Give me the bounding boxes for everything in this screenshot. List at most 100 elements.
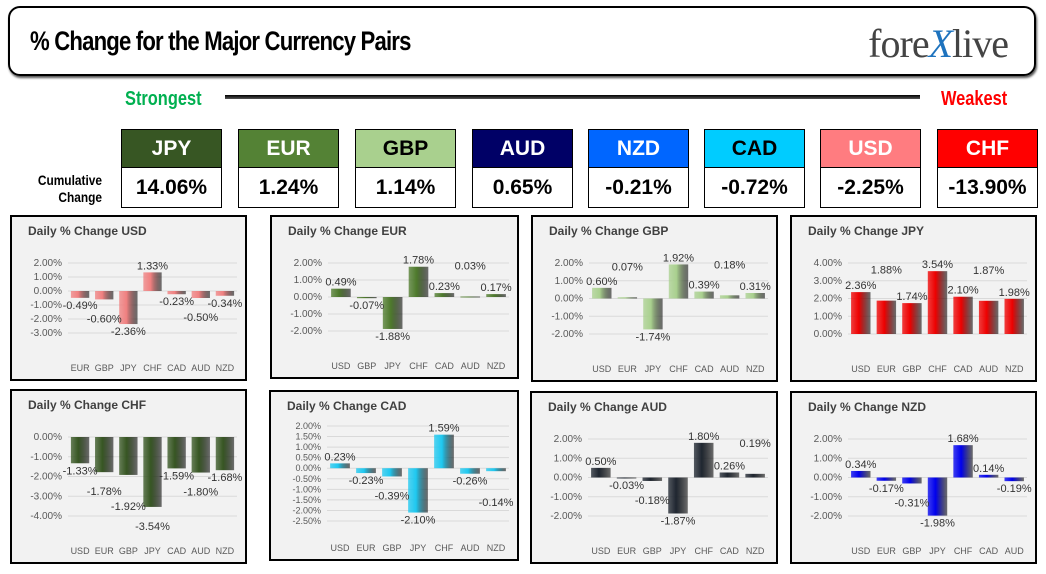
data-label: 0.23% (429, 281, 460, 293)
bar (382, 468, 402, 477)
data-label: 0.60% (586, 276, 617, 288)
cumulative-value: -0.72% (705, 168, 804, 207)
bar (70, 437, 90, 464)
y-tick-label: 0.00% (34, 432, 62, 443)
data-label: 0.07% (612, 261, 643, 273)
x-tick-label: USD (851, 546, 871, 556)
data-label: 1.80% (688, 431, 719, 443)
y-tick-label: 1.00% (814, 453, 842, 464)
data-label: -1.68% (207, 472, 242, 484)
x-tick-label: JPY (410, 543, 427, 553)
data-label: -3.54% (135, 521, 170, 533)
x-tick-label: AUD (460, 543, 480, 553)
chart-panel-aud: Daily % Change AUD -2.00% -1.00% 0.00% 1.00%… (530, 391, 778, 564)
x-tick-label: JPY (670, 546, 687, 556)
bar-chart: -4.00% -3.00% -2.00% -1.00% 0.00% USD EUR GBP JP… (30, 432, 242, 556)
y-tick-label: 4.00% (814, 258, 842, 269)
currency-box-usd: USD -2.25% (820, 129, 921, 208)
currency-box-chf: CHF -13.90% (937, 129, 1038, 208)
currency-box-cad: CAD -0.72% (704, 129, 805, 208)
x-tick-label: AUD (191, 546, 211, 556)
bar (693, 442, 714, 478)
x-tick-label: USD (592, 364, 612, 374)
x-tick-label: EUR (356, 543, 376, 553)
bar (953, 445, 973, 478)
currency-box-gbp: GBP 1.14% (355, 129, 456, 208)
bar (902, 303, 922, 334)
data-label: -2.10% (401, 515, 436, 527)
x-tick-label: EUR (71, 363, 91, 373)
data-label: 1.68% (947, 433, 978, 445)
bar-chart: -2.00% -1.00% 0.00% 1.00% 2.00% USD EUR JPY CHF C… (551, 252, 771, 374)
bar (119, 291, 138, 325)
bar (694, 291, 714, 299)
bar (330, 463, 350, 469)
y-tick-label: -1.50% (292, 495, 321, 505)
bar (486, 468, 506, 472)
y-tick-label: -1.00% (290, 309, 322, 320)
bar (408, 266, 429, 297)
cumulative-value: -13.90% (938, 168, 1037, 207)
data-label: 1.78% (403, 255, 434, 267)
chart-panel-nzd: Daily % Change NZD -2.00% -1.00% 0.00% 1.00%… (790, 391, 1037, 564)
strongest-label: Strongest (125, 88, 202, 110)
bar-chart: 0.00% 1.00% 2.00% 3.00% 4.00% USD EUR GBP CHF CAD… (814, 258, 1030, 374)
x-tick-label: CHF (669, 364, 688, 374)
x-tick-label: AUD (461, 361, 481, 371)
bar (408, 468, 428, 513)
chart-title: Daily % Change CAD (287, 399, 407, 413)
bar (668, 264, 689, 299)
cumulative-value: 0.65% (473, 168, 572, 207)
data-label: -2.36% (111, 326, 146, 338)
bar (331, 288, 351, 297)
x-tick-label: CHF (409, 361, 428, 371)
currency-box-nzd: NZD -0.21% (588, 129, 689, 208)
bar (143, 272, 162, 291)
bar-chart: -2.00% -1.00% 0.00% 1.00% 2.00% USD EUR GBP JPY C… (810, 433, 1032, 556)
data-label: 0.18% (714, 259, 745, 271)
data-label: 0.14% (973, 463, 1004, 475)
y-tick-label: -2.00% (810, 511, 842, 522)
x-tick-label: GBP (119, 546, 138, 556)
chart-title: Daily % Change CHF (28, 398, 147, 412)
chart-title: Daily % Change EUR (288, 224, 407, 238)
data-label: 2.36% (845, 280, 876, 292)
x-tick-label: GBP (902, 546, 921, 556)
bar (851, 292, 871, 334)
data-label: 1.88% (871, 265, 902, 277)
bar (617, 297, 638, 299)
chart-panel-jpy: Daily % Change JPY 0.00% 1.00% 2.00% 3.00% 4.… (790, 215, 1037, 382)
chart-title: Daily % Change JPY (808, 224, 925, 238)
bar (1004, 298, 1024, 334)
data-label: 0.26% (714, 460, 745, 472)
strength-scale-line (225, 95, 920, 99)
data-label: -0.17% (869, 483, 904, 495)
bar (215, 291, 235, 296)
y-tick-label: -1.00% (30, 300, 62, 311)
x-tick-label: EUR (877, 546, 897, 556)
bar (167, 291, 186, 295)
x-tick-label: JPY (929, 546, 946, 556)
x-tick-label: USD (331, 361, 351, 371)
x-tick-label: CHF (954, 546, 973, 556)
cumulative-value: 1.24% (239, 168, 338, 207)
x-tick-label: CAD (720, 546, 740, 556)
y-tick-label: -3.00% (30, 328, 62, 339)
currency-code: CHF (938, 130, 1037, 168)
data-label: 1.59% (428, 423, 459, 435)
bar-chart: -3.00% -2.00% -1.00% 0.00% 1.00% 2.00% EUR GBP J… (30, 258, 242, 373)
x-tick-label: CHF (435, 543, 454, 553)
x-tick-label: CAD (954, 364, 974, 374)
x-tick-label: USD (851, 364, 871, 374)
bar (70, 291, 90, 298)
x-tick-label: NZD (746, 364, 765, 374)
bar (876, 300, 897, 334)
bar (927, 477, 948, 516)
x-tick-label: CAD (167, 546, 187, 556)
bar (978, 300, 999, 334)
chart-title: Daily % Change NZD (808, 400, 927, 414)
bar (1004, 477, 1024, 482)
data-label: -0.60% (87, 313, 122, 325)
x-tick-label: JPY (120, 363, 137, 373)
bar (927, 271, 948, 334)
